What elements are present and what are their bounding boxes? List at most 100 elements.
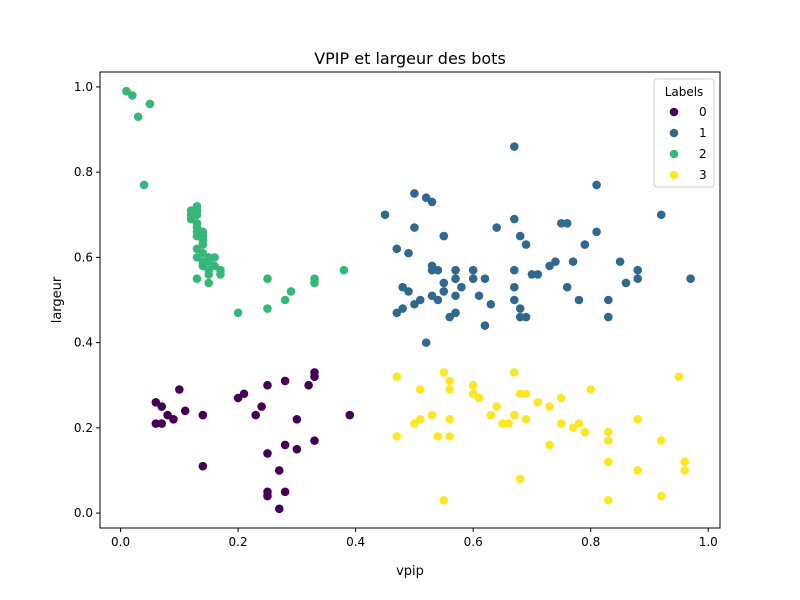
data-point xyxy=(521,389,531,399)
data-point xyxy=(474,291,484,301)
data-point xyxy=(404,287,413,296)
data-point xyxy=(128,91,137,100)
y-tick-label: 0.6 xyxy=(74,250,93,264)
data-point xyxy=(198,410,208,420)
x-tick-label: 0.4 xyxy=(346,535,365,549)
x-axis: 0.0 0.2 0.4 0.6 0.8 1.0 xyxy=(111,528,718,549)
data-point xyxy=(233,308,243,318)
data-point xyxy=(133,112,143,122)
x-tick-label: 0.2 xyxy=(229,535,248,549)
data-point xyxy=(415,415,425,424)
data-point xyxy=(415,385,425,394)
x-axis-label: vpip xyxy=(396,564,424,579)
y-axis: 0.0 0.2 0.4 0.6 0.8 1.0 xyxy=(74,80,100,520)
data-point xyxy=(521,415,531,424)
data-point xyxy=(263,274,272,283)
data-point xyxy=(280,487,290,497)
data-point xyxy=(427,410,437,420)
legend-marker xyxy=(669,107,679,117)
data-point xyxy=(533,397,543,407)
data-point xyxy=(257,402,266,411)
data-point xyxy=(292,415,302,424)
data-point xyxy=(427,265,437,275)
data-point xyxy=(310,278,319,288)
data-point xyxy=(169,415,178,424)
data-point xyxy=(515,389,525,399)
data-point xyxy=(263,380,272,390)
data-point xyxy=(451,265,460,275)
data-point xyxy=(157,402,167,411)
y-tick-label: 0.0 xyxy=(74,506,93,520)
data-point xyxy=(557,393,566,403)
data-point xyxy=(686,274,695,283)
data-point xyxy=(280,295,290,305)
data-point xyxy=(398,304,407,313)
y-tick-label: 0.2 xyxy=(74,421,93,435)
data-point xyxy=(139,180,149,190)
x-tick-label: 0.0 xyxy=(111,535,130,549)
data-point xyxy=(210,253,219,262)
data-point xyxy=(145,99,155,109)
data-point xyxy=(439,287,449,296)
data-point xyxy=(557,419,566,428)
legend-label: 1 xyxy=(699,126,707,140)
data-point xyxy=(592,227,601,237)
data-point xyxy=(427,197,437,207)
data-point xyxy=(192,274,202,283)
data-point xyxy=(498,419,507,428)
data-point xyxy=(263,449,272,458)
data-point xyxy=(633,274,643,283)
data-point xyxy=(615,257,625,266)
data-point xyxy=(480,321,490,330)
data-point xyxy=(486,299,496,309)
data-point xyxy=(656,436,666,445)
data-point xyxy=(421,338,431,347)
data-point xyxy=(468,274,478,283)
data-point xyxy=(192,210,202,220)
data-point xyxy=(510,142,519,151)
data-point xyxy=(504,419,513,428)
data-point xyxy=(545,402,554,411)
data-point xyxy=(392,244,402,254)
data-point xyxy=(445,415,454,424)
data-point xyxy=(633,265,643,275)
data-point xyxy=(451,274,460,283)
data-point xyxy=(304,380,313,390)
data-point xyxy=(445,376,454,386)
data-point xyxy=(439,368,449,377)
legend-marker xyxy=(669,149,679,159)
data-point xyxy=(175,385,184,394)
legend-label: 3 xyxy=(699,168,707,182)
data-point xyxy=(433,265,443,275)
data-point xyxy=(198,461,208,471)
data-point xyxy=(445,385,454,394)
data-point xyxy=(604,427,613,437)
data-point xyxy=(433,295,443,305)
data-point xyxy=(510,295,519,305)
data-point xyxy=(410,223,419,232)
legend: Labels 0 1 2 3 xyxy=(653,78,715,188)
data-point xyxy=(557,218,566,228)
data-point xyxy=(180,406,190,416)
x-tick-label: 0.8 xyxy=(581,535,600,549)
data-point xyxy=(604,457,613,467)
data-point xyxy=(656,491,666,501)
data-point xyxy=(533,270,543,279)
legend-entries: 0 1 2 3 xyxy=(669,105,707,182)
points-layer xyxy=(122,86,695,514)
data-point xyxy=(521,312,531,322)
data-point xyxy=(451,291,460,301)
data-point xyxy=(251,410,261,420)
y-tick-label: 0.4 xyxy=(74,336,93,350)
data-point xyxy=(562,218,572,228)
data-point xyxy=(674,372,684,382)
data-point xyxy=(151,419,161,428)
data-point xyxy=(510,410,519,420)
data-point xyxy=(204,270,214,279)
data-point xyxy=(468,380,478,390)
data-point xyxy=(510,282,519,292)
data-point xyxy=(656,210,666,220)
data-point xyxy=(263,491,272,501)
data-point xyxy=(310,372,319,382)
